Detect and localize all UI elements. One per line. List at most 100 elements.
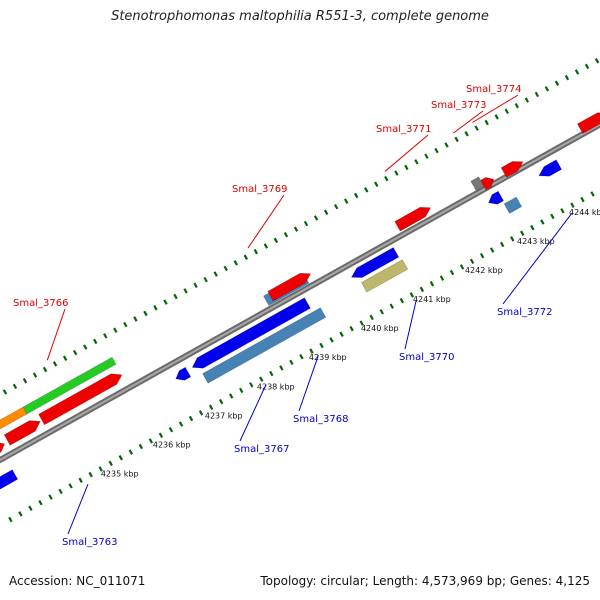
upper-tick-track — [514, 102, 519, 109]
lower-tick-track — [88, 471, 93, 478]
kbp-label: 4236 kbp — [153, 440, 191, 449]
lower-tick-track — [289, 359, 294, 366]
gene-feature — [191, 297, 311, 369]
upper-tick-track — [313, 215, 319, 221]
upper-tick-track — [72, 349, 78, 356]
upper-tick-track — [143, 310, 148, 317]
lower-tick-track — [489, 247, 495, 253]
gene-feature — [500, 161, 524, 178]
upper-tick-track — [354, 192, 359, 199]
upper-tick-track — [404, 164, 409, 171]
gene-feature — [267, 272, 312, 302]
gene-feature — [480, 177, 495, 191]
lower-tick-track — [319, 342, 324, 349]
lower-tick-track — [359, 320, 364, 326]
lower-tick-track — [469, 258, 475, 265]
lower-tick-track — [269, 370, 274, 377]
gene-feature — [488, 190, 504, 205]
upper-tick-track — [93, 338, 98, 345]
upper-tick-track — [273, 237, 279, 244]
lower-tick-track — [479, 252, 485, 259]
lower-tick-track — [279, 365, 284, 371]
lower-tick-track — [229, 393, 234, 399]
label-leader-line — [247, 194, 285, 249]
upper-tick-track — [163, 299, 168, 305]
lower-tick-track — [249, 382, 254, 388]
lower-tick-track — [68, 483, 73, 489]
lower-tick-track — [78, 477, 83, 483]
lower-tick-track — [178, 421, 184, 427]
lower-tick-track — [309, 348, 314, 354]
lower-tick-track — [259, 376, 264, 382]
lower-tick-track — [128, 449, 133, 455]
upper-tick-track — [183, 288, 188, 294]
gene-feature — [503, 196, 523, 214]
gene-feature — [3, 420, 41, 446]
lower-tick-track — [218, 398, 224, 405]
upper-tick-track — [343, 198, 349, 204]
upper-tick-track — [103, 333, 108, 339]
gene-label: Smal_3766 — [13, 298, 68, 309]
lower-tick-track — [590, 191, 595, 197]
lower-tick-track — [188, 415, 194, 422]
upper-tick-track — [494, 114, 499, 120]
lower-tick-track — [18, 511, 23, 517]
lower-tick-track — [389, 303, 394, 309]
upper-tick-track — [153, 305, 158, 311]
upper-tick-track — [484, 119, 489, 126]
lower-tick-track — [500, 241, 505, 248]
gene-label: Smal_3771 — [376, 124, 431, 135]
upper-tick-track — [193, 282, 198, 289]
lower-tick-track — [550, 213, 555, 220]
lower-tick-track — [520, 230, 525, 236]
upper-tick-track — [564, 74, 570, 81]
upper-tick-track — [22, 378, 28, 384]
accession-text: Accession: NC_011071 — [9, 574, 146, 588]
gene-label: Smal_3770 — [399, 352, 454, 363]
label-leader-line — [298, 355, 319, 412]
upper-tick-track — [233, 260, 238, 266]
lower-tick-track — [299, 354, 304, 360]
upper-tick-track — [113, 327, 118, 333]
kbp-label: 4237 kbp — [205, 411, 243, 420]
lower-tick-track — [369, 314, 374, 321]
upper-tick-track — [52, 361, 58, 367]
lower-tick-track — [429, 281, 435, 287]
upper-tick-track — [243, 254, 248, 260]
upper-tick-track — [364, 187, 369, 193]
upper-tick-track — [253, 248, 259, 255]
lower-tick-track — [208, 404, 214, 410]
gene-feature — [360, 259, 409, 293]
lower-tick-track — [530, 224, 535, 231]
lower-tick-track — [580, 196, 585, 203]
label-leader-line — [67, 483, 89, 535]
upper-tick-track — [554, 80, 560, 86]
lower-tick-track — [8, 516, 13, 523]
lower-tick-track — [510, 236, 515, 242]
label-leader-line — [472, 94, 519, 123]
lower-tick-track — [349, 325, 354, 332]
kbp-label: 4240 kbp — [361, 324, 399, 333]
lower-tick-track — [48, 494, 53, 500]
label-leader-line — [239, 384, 267, 442]
gene-label: Smal_3774 — [466, 84, 521, 95]
upper-tick-track — [584, 63, 590, 70]
upper-tick-track — [283, 232, 289, 238]
upper-tick-track — [454, 136, 459, 143]
gene-label: Smal_3763 — [62, 537, 117, 548]
lower-tick-track — [419, 286, 425, 293]
genome-backbone-highlight — [0, 123, 600, 462]
gene-label: Smal_3772 — [497, 307, 552, 318]
upper-tick-track — [32, 372, 38, 378]
upper-tick-track — [504, 108, 509, 115]
kbp-label: 4238 kbp — [257, 382, 295, 391]
upper-tick-track — [42, 366, 48, 373]
upper-tick-track — [133, 316, 138, 322]
gene-feature — [175, 366, 192, 381]
lower-tick-track — [168, 426, 174, 433]
map-title: Stenotrophomonas maltophilia R551-3, com… — [111, 9, 489, 24]
lower-tick-track — [158, 432, 164, 439]
upper-tick-track — [333, 203, 339, 210]
upper-tick-track — [203, 276, 208, 283]
